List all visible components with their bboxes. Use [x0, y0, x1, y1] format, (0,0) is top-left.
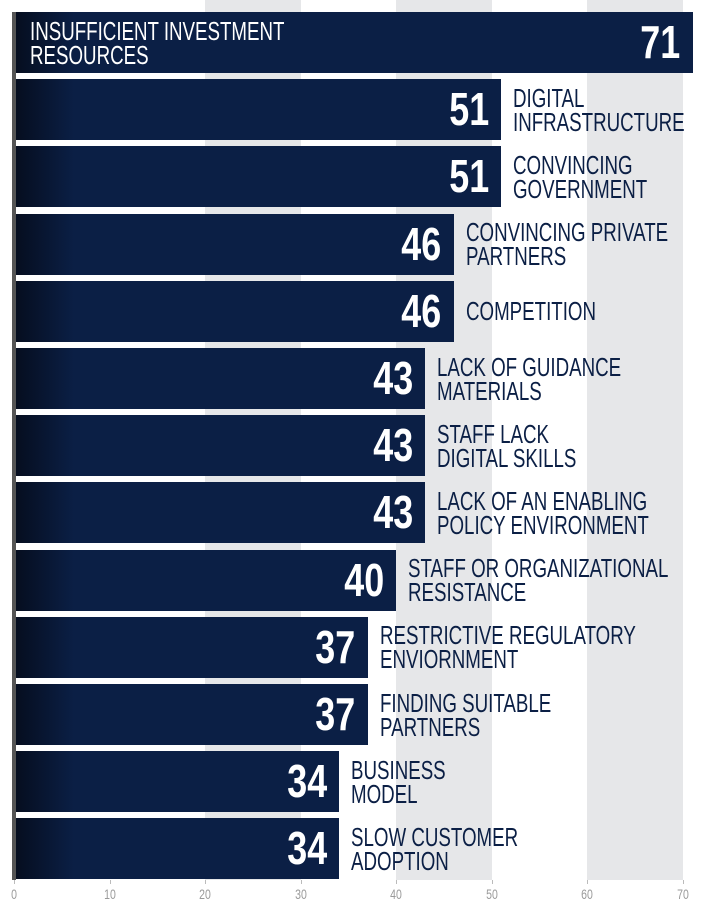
- tick-mark: [587, 880, 589, 884]
- tick-mark: [205, 880, 207, 884]
- value-label: 43: [373, 486, 413, 539]
- bar: [14, 818, 339, 880]
- category-label: LACK OF GUIDANCE MATERIALS: [436, 351, 622, 406]
- x-tick-label: 0: [11, 886, 17, 902]
- value-label: 43: [373, 352, 413, 404]
- tick-mark: [300, 880, 302, 884]
- value-label: 51: [449, 150, 490, 203]
- value-label: 43: [373, 419, 413, 472]
- grid-band: [587, 0, 683, 880]
- tick-mark: [14, 880, 15, 884]
- category-label: COMPETITION: [465, 296, 596, 327]
- category-label: LACK OF AN ENABLING POLICY ENVIRONMENT: [436, 485, 649, 540]
- value-label: 34: [287, 822, 327, 875]
- value-label: 51: [449, 83, 490, 136]
- bar: [14, 549, 397, 611]
- category-label: CONVINCING PRIVATE PARTNERS: [465, 217, 668, 272]
- bar: [14, 616, 368, 678]
- category-label: INSUFFICIENT INVESTMENT RESOURCES: [30, 15, 285, 70]
- x-tick-label: 60: [581, 886, 594, 902]
- category-label: RESTRICTIVE REGULATORY ENVIORNMENT: [379, 620, 636, 675]
- value-label: 37: [315, 688, 356, 740]
- x-tick-label: 40: [390, 886, 403, 902]
- bar: [14, 684, 368, 745]
- category-label: CONVINCING GOVERNMENT: [513, 149, 648, 204]
- value-label: 40: [344, 553, 385, 606]
- value-label: 46: [401, 217, 442, 270]
- category-label: STAFF LACK DIGITAL SKILLS: [436, 418, 577, 473]
- x-tick-label: 30: [294, 886, 307, 902]
- tick-mark: [491, 880, 493, 884]
- bar: [14, 12, 693, 73]
- bar: [14, 146, 502, 208]
- tick-mark: [396, 880, 398, 884]
- category-label: FINDING SUITABLE PARTNERS: [379, 687, 551, 742]
- tick-mark: [683, 880, 684, 884]
- bar: [14, 79, 502, 141]
- bar: [14, 751, 339, 813]
- x-tick-label: 20: [199, 886, 211, 902]
- value-label: 34: [287, 755, 327, 808]
- bar: [14, 482, 425, 544]
- y-axis-line: [12, 12, 16, 880]
- bar: [14, 213, 454, 275]
- bar: [14, 280, 454, 342]
- value-label: 37: [315, 620, 356, 673]
- tick-mark: [109, 880, 111, 884]
- x-tick-label: 70: [677, 886, 689, 902]
- bar: [14, 348, 425, 409]
- category-label: DIGITAL INFRASTRUCTURE: [513, 82, 686, 137]
- category-label: BUSINESS MODEL: [350, 754, 446, 809]
- category-label: STAFF OR ORGANIZATIONAL RESISTANCE: [408, 553, 669, 608]
- x-tick-label: 10: [103, 886, 116, 902]
- category-label: SLOW CUSTOMER ADOPTION: [350, 821, 519, 876]
- bar: [14, 415, 425, 477]
- value-label: 71: [640, 16, 681, 68]
- value-label: 46: [401, 284, 442, 337]
- x-tick-label: 50: [486, 886, 498, 902]
